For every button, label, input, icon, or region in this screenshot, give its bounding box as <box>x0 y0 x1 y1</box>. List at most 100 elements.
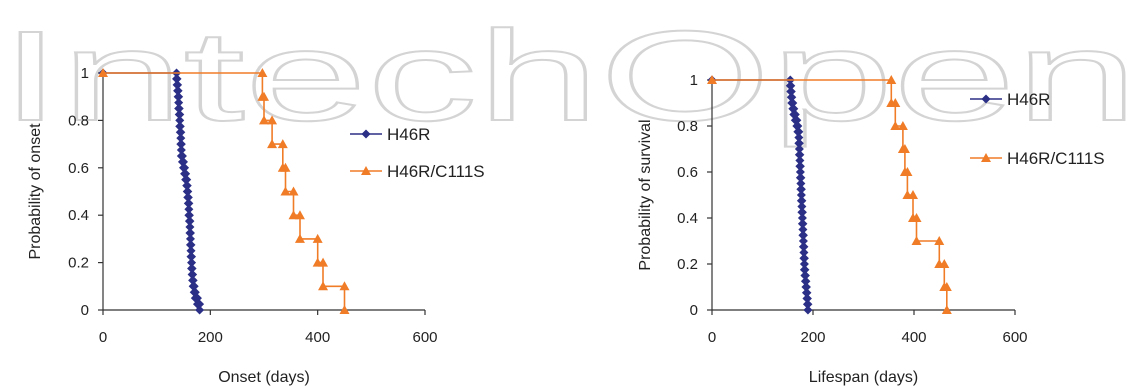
data-point <box>294 233 305 243</box>
data-point <box>799 259 809 269</box>
data-point <box>173 86 183 96</box>
data-point <box>890 98 901 107</box>
data-point <box>794 127 804 137</box>
y-tick-label: 0 <box>690 302 698 319</box>
y-tick-label: 1 <box>690 72 698 89</box>
data-point <box>797 207 807 217</box>
x-axis-title: Onset (days) <box>218 369 310 386</box>
data-point <box>182 181 192 191</box>
data-point <box>787 92 797 102</box>
data-point <box>277 139 288 149</box>
data-point <box>185 222 195 232</box>
legend-label: H46R <box>387 125 430 144</box>
y-tick-label: 1 <box>81 65 89 82</box>
y-tick-label: 0.6 <box>677 164 698 181</box>
data-point <box>907 190 918 199</box>
data-point <box>294 210 305 220</box>
data-point <box>182 175 192 185</box>
data-point <box>183 192 193 202</box>
data-point <box>799 242 809 252</box>
data-point <box>175 109 185 119</box>
data-point <box>339 305 350 314</box>
data-point <box>796 173 806 183</box>
series-h46r-c111s <box>707 75 952 314</box>
data-point <box>267 115 278 125</box>
data-point <box>797 196 807 206</box>
data-point <box>318 281 329 291</box>
data-point <box>934 236 945 245</box>
data-point <box>800 265 810 275</box>
data-point <box>802 294 812 303</box>
data-point <box>187 264 197 274</box>
data-point <box>797 213 807 223</box>
data-point <box>181 169 191 179</box>
legend-marker <box>981 94 991 104</box>
data-point <box>793 121 803 131</box>
data-point <box>941 282 952 291</box>
data-point <box>902 167 913 176</box>
y-tick-label: 0.4 <box>677 210 698 227</box>
data-point <box>803 305 813 315</box>
legend-marker <box>361 166 371 175</box>
legend-label: H46R <box>1007 90 1050 109</box>
data-point <box>794 133 804 142</box>
data-point <box>188 269 198 279</box>
data-point <box>795 156 805 165</box>
series-h46r-c111s <box>98 68 350 314</box>
data-point <box>801 282 811 292</box>
data-point <box>280 186 291 196</box>
y-tick-label: 0.2 <box>68 255 89 272</box>
y-axis-title: Probability of survival <box>637 119 654 270</box>
legend-marker <box>981 153 991 162</box>
data-point <box>195 305 205 315</box>
legend-marker <box>361 129 371 139</box>
x-tick-label: 200 <box>800 329 825 346</box>
x-tick-label: 400 <box>305 329 330 346</box>
series-h46r <box>707 75 813 315</box>
data-point <box>941 305 952 314</box>
data-point <box>288 186 299 196</box>
data-point <box>796 190 806 200</box>
data-point <box>177 151 187 161</box>
data-point <box>339 281 350 291</box>
data-point <box>183 187 193 196</box>
data-point <box>312 233 323 243</box>
data-point <box>798 236 808 246</box>
data-point <box>798 230 808 240</box>
legend-label: H46R/C111S <box>387 162 485 181</box>
data-point <box>185 234 195 244</box>
data-point <box>795 161 805 171</box>
data-point <box>788 98 798 108</box>
data-point <box>707 75 717 84</box>
chart-lifespan: 0 0.2 0.4 0.6 0.8 1 0 200 400 600 Lifespan (days) P… <box>637 72 1105 386</box>
data-point <box>174 104 184 114</box>
data-point <box>185 216 195 226</box>
data-point <box>799 248 809 257</box>
data-point <box>184 198 194 208</box>
data-point <box>288 210 299 220</box>
data-point <box>259 91 269 101</box>
data-point <box>939 259 950 268</box>
x-tick-label: 400 <box>901 329 926 346</box>
x-tick-label: 600 <box>412 329 437 346</box>
chart-onset: 0 0.2 0.4 0.6 0.8 1 0 200 400 600 Onset (days) Prob… <box>27 65 485 386</box>
data-point <box>259 115 269 125</box>
data-point <box>176 145 186 155</box>
data-point <box>174 92 184 102</box>
data-point <box>173 80 183 90</box>
data-point <box>795 150 805 160</box>
data-point <box>786 81 796 91</box>
data-point <box>795 167 805 177</box>
data-point <box>802 288 812 298</box>
data-point <box>179 157 188 167</box>
data-point <box>184 204 194 214</box>
data-point <box>794 144 804 154</box>
x-tick-label: 200 <box>198 329 223 346</box>
x-tick-label: 0 <box>708 329 716 346</box>
legend-entry: H46R <box>970 90 1050 109</box>
data-point <box>803 299 813 309</box>
series-h46r <box>98 68 205 315</box>
data-point <box>280 162 291 172</box>
data-point <box>185 228 195 238</box>
